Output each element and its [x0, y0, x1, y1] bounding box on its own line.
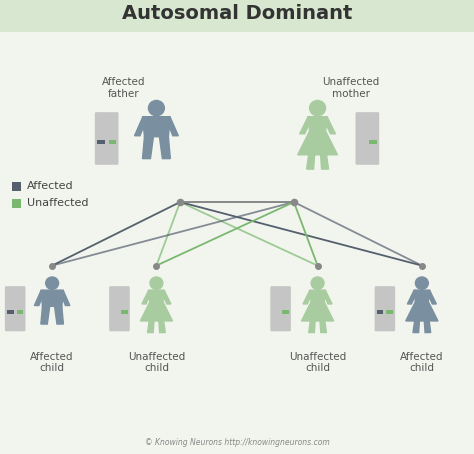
- Polygon shape: [303, 291, 313, 304]
- FancyBboxPatch shape: [5, 286, 16, 331]
- Polygon shape: [308, 117, 328, 131]
- Polygon shape: [159, 137, 170, 158]
- Bar: [17, 310, 23, 314]
- Text: Autosomal Dominant: Autosomal Dominant: [122, 4, 352, 23]
- Polygon shape: [309, 321, 315, 332]
- Polygon shape: [140, 301, 173, 321]
- Bar: [369, 140, 377, 144]
- Circle shape: [311, 277, 324, 289]
- Text: Affected
child: Affected child: [30, 352, 74, 374]
- Bar: [7, 310, 14, 314]
- Polygon shape: [320, 321, 327, 332]
- Polygon shape: [161, 291, 171, 304]
- Text: Unaffected: Unaffected: [27, 198, 89, 208]
- Polygon shape: [147, 321, 154, 332]
- FancyBboxPatch shape: [0, 0, 474, 32]
- Polygon shape: [142, 291, 152, 304]
- Polygon shape: [143, 137, 154, 158]
- Polygon shape: [166, 118, 178, 136]
- FancyBboxPatch shape: [119, 286, 130, 331]
- Polygon shape: [135, 118, 146, 136]
- Polygon shape: [298, 131, 337, 155]
- Bar: [97, 140, 105, 144]
- Text: Unaffected
child: Unaffected child: [289, 352, 346, 374]
- Polygon shape: [41, 306, 50, 324]
- Polygon shape: [324, 118, 336, 134]
- FancyBboxPatch shape: [109, 286, 120, 331]
- Circle shape: [415, 277, 428, 289]
- Polygon shape: [413, 321, 419, 332]
- Bar: [386, 310, 393, 314]
- Polygon shape: [406, 301, 438, 321]
- Polygon shape: [320, 155, 328, 169]
- Circle shape: [150, 277, 163, 289]
- Bar: [12, 182, 21, 191]
- Bar: [282, 310, 289, 314]
- Polygon shape: [424, 321, 431, 332]
- Polygon shape: [159, 321, 165, 332]
- Polygon shape: [427, 291, 437, 304]
- Circle shape: [310, 100, 326, 116]
- Bar: [12, 199, 21, 208]
- Polygon shape: [300, 118, 311, 134]
- Polygon shape: [148, 290, 164, 301]
- Polygon shape: [60, 291, 70, 306]
- Text: Affected
child: Affected child: [400, 352, 444, 374]
- Bar: [121, 310, 128, 314]
- Text: © Knowing Neurons http://knowingneurons.com: © Knowing Neurons http://knowingneurons.…: [145, 438, 329, 447]
- Polygon shape: [307, 155, 315, 169]
- Polygon shape: [301, 301, 334, 321]
- FancyBboxPatch shape: [280, 286, 291, 331]
- Text: Unaffected
child: Unaffected child: [128, 352, 185, 374]
- Polygon shape: [414, 290, 430, 301]
- Text: Affected
father: Affected father: [101, 77, 145, 99]
- Text: Unaffected
mother: Unaffected mother: [322, 77, 379, 99]
- FancyBboxPatch shape: [270, 286, 281, 331]
- FancyBboxPatch shape: [367, 112, 379, 165]
- FancyBboxPatch shape: [15, 286, 26, 331]
- FancyBboxPatch shape: [374, 286, 385, 331]
- Polygon shape: [41, 290, 64, 306]
- FancyBboxPatch shape: [95, 112, 107, 165]
- Polygon shape: [35, 291, 44, 306]
- Polygon shape: [143, 117, 170, 137]
- Bar: [377, 310, 383, 314]
- Circle shape: [46, 277, 59, 289]
- Circle shape: [148, 100, 164, 116]
- Polygon shape: [407, 291, 417, 304]
- FancyBboxPatch shape: [356, 112, 368, 165]
- FancyBboxPatch shape: [106, 112, 118, 165]
- Bar: [109, 140, 116, 144]
- FancyBboxPatch shape: [384, 286, 395, 331]
- Polygon shape: [322, 291, 332, 304]
- Text: Affected: Affected: [27, 181, 73, 191]
- Polygon shape: [310, 290, 326, 301]
- Polygon shape: [55, 306, 64, 324]
